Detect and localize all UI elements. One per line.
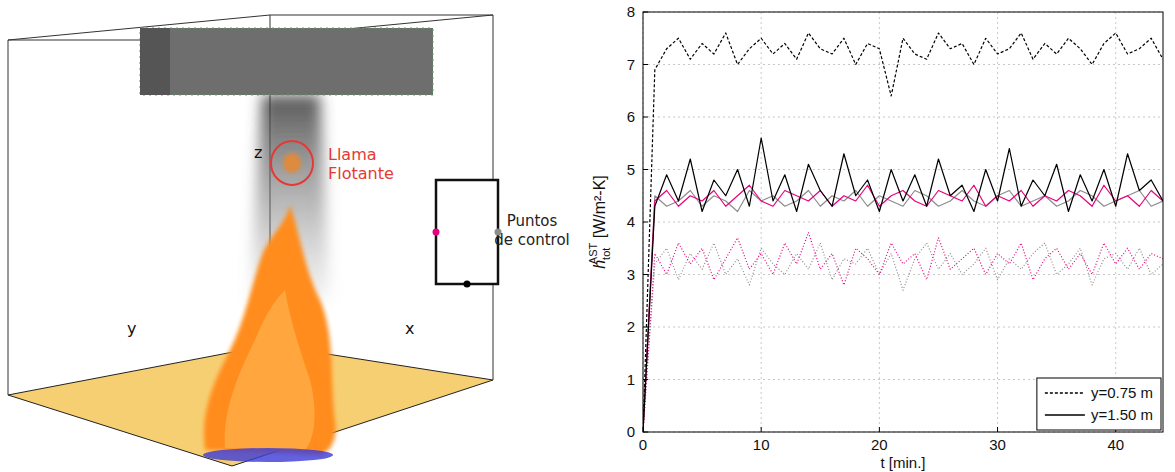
grid-line xyxy=(643,169,1163,170)
grid-line xyxy=(643,64,1163,65)
figure: LlamaFlotante z y x Puntosde control 0 1 2 3 4 5 6 7… xyxy=(0,0,1175,472)
plot-frame xyxy=(643,12,1163,432)
axis-letter: y xyxy=(127,319,136,338)
control-label: Puntosde control xyxy=(494,212,570,249)
series-group xyxy=(643,33,1163,432)
tick-label: 3 xyxy=(627,266,635,283)
tick xyxy=(643,427,644,432)
tick xyxy=(879,427,880,432)
tick xyxy=(643,169,648,170)
axis-letter: x xyxy=(405,319,414,338)
line: Puntos xyxy=(507,212,558,230)
line: de control xyxy=(494,231,570,249)
tick-label: 10 xyxy=(753,436,770,453)
tick xyxy=(997,427,998,432)
floating-flame xyxy=(283,153,301,173)
axis-letter: z xyxy=(254,143,262,162)
flame-core xyxy=(225,290,315,450)
x-axis-title: t [min.] xyxy=(880,454,925,471)
y-title-unit: [W/m²-K] xyxy=(591,175,608,243)
series-line xyxy=(643,243,1163,432)
flame-circle xyxy=(271,141,313,185)
tick-label: 7 xyxy=(627,56,635,73)
legend-label: y=1.50 m xyxy=(1091,406,1153,423)
series-line xyxy=(643,185,1163,432)
ceiling-block-side xyxy=(140,28,170,95)
line: Llama xyxy=(328,145,377,164)
grid-line xyxy=(643,117,1163,118)
tick-label: 5 xyxy=(627,161,635,178)
tick-label: 2 xyxy=(627,318,635,335)
box-edge xyxy=(270,15,493,16)
control-point xyxy=(464,281,471,288)
tick xyxy=(643,432,648,433)
tick-label: 30 xyxy=(989,436,1006,453)
tick xyxy=(761,427,762,432)
tick-label: 0 xyxy=(639,436,647,453)
box-edge xyxy=(8,40,9,395)
tick xyxy=(643,64,648,65)
y-axis-title: htotAST [W/m²-K] xyxy=(587,175,612,269)
tick xyxy=(643,222,648,223)
series-line xyxy=(643,138,1163,432)
legend: y=0.75 m y=1.50 m xyxy=(1037,378,1161,430)
series-line xyxy=(643,191,1163,433)
y-title-sup: AST xyxy=(587,242,599,264)
grid-line xyxy=(879,12,880,432)
flame xyxy=(204,205,336,455)
tick-label: 4 xyxy=(627,213,635,230)
domain-diagram: LlamaFlotante z y x Puntosde control xyxy=(8,15,570,466)
legend-swatch xyxy=(1045,414,1085,416)
tick xyxy=(643,117,648,118)
tick-label: 0 xyxy=(627,423,635,440)
flame-label: LlamaFlotante xyxy=(328,145,394,183)
series-line xyxy=(643,233,1163,433)
grid-line xyxy=(643,222,1163,223)
grid-line xyxy=(761,12,762,432)
grid-line xyxy=(643,274,1163,275)
tick-label: 1 xyxy=(627,371,635,388)
chart: 0 1 2 3 4 5 6 7 8 0 10 20 30 40 t [min.] htotAST [W/m²-… xyxy=(587,3,1163,471)
grid-line xyxy=(997,12,998,432)
control-box xyxy=(436,180,498,284)
tick-label: 40 xyxy=(1107,436,1124,453)
grid-line xyxy=(643,327,1163,328)
legend-label: y=0.75 m xyxy=(1091,384,1153,401)
control-point xyxy=(433,229,440,236)
grid-line xyxy=(1115,12,1116,432)
plot-background xyxy=(643,12,1163,432)
tick-label: 8 xyxy=(627,3,635,20)
burner xyxy=(203,448,333,462)
y-title-sub: tot xyxy=(600,248,612,260)
line: Flotante xyxy=(328,164,394,183)
legend-box xyxy=(1037,378,1161,430)
legend-swatch xyxy=(1045,392,1085,394)
tick xyxy=(643,327,648,328)
tick xyxy=(643,12,648,13)
tick xyxy=(643,274,648,275)
tick-label: 20 xyxy=(871,436,888,453)
series-line xyxy=(643,33,1163,432)
tick xyxy=(643,379,648,380)
ceiling-block xyxy=(140,28,433,95)
tick-label: 6 xyxy=(627,108,635,125)
